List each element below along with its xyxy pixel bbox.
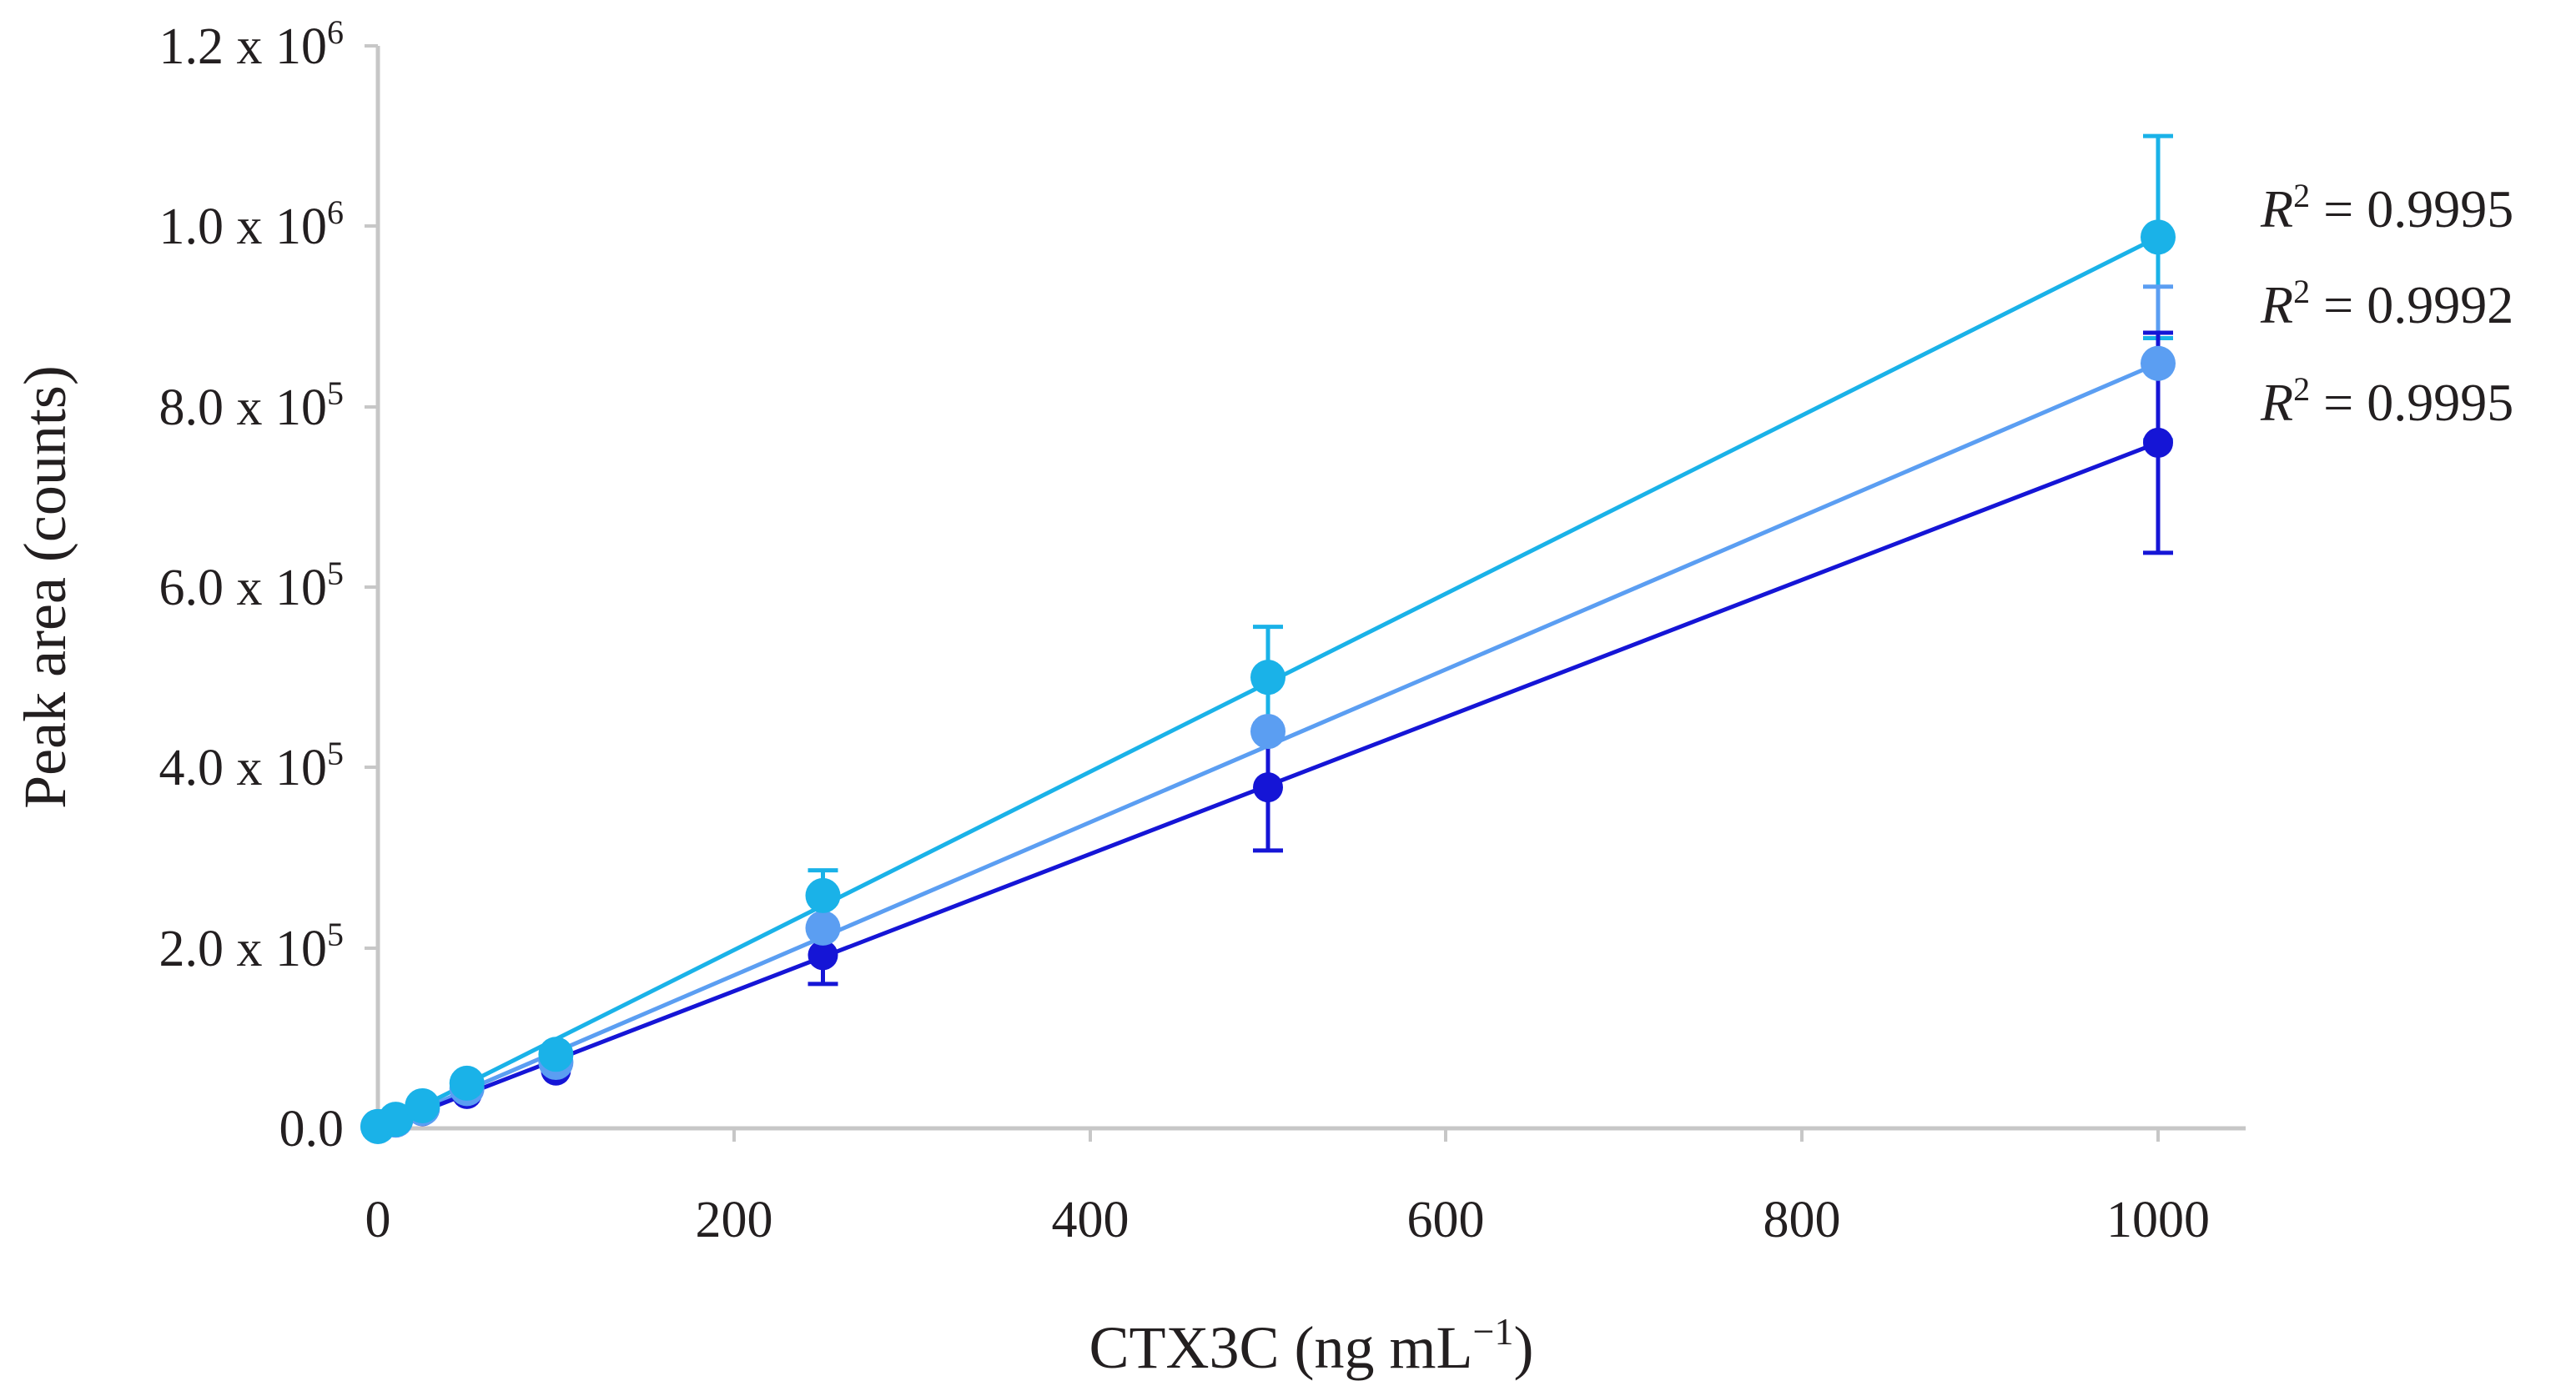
x-tick-label: 0 [365, 1192, 391, 1248]
y-tick-label: 8.0 x 105 [159, 374, 345, 436]
y-tick-label: 2.0 x 105 [159, 916, 345, 977]
series-dark-blue-point [1253, 772, 1283, 803]
series-cyan-point [805, 877, 841, 913]
series-cyan-point [378, 1102, 414, 1137]
series-dark-blue-point [2143, 427, 2173, 458]
y-tick-label: 4.0 x 105 [159, 735, 345, 796]
series-light-blue-point [2141, 345, 2176, 381]
y-tick-label: 6.0 x 105 [159, 555, 345, 616]
y-axis-title: Peak area (counts) [12, 365, 78, 809]
r2-label-dark-blue: R2 = 0.9995 [2260, 370, 2513, 432]
x-tick-label: 200 [696, 1192, 773, 1248]
data-points [360, 219, 2176, 1144]
y-tick-label: 0.0 [279, 1101, 345, 1157]
x-axis-ticks: 0 200 400 600 800 1000 [365, 1128, 2210, 1248]
series-light-blue-point [1250, 714, 1285, 750]
series-light-blue-point [805, 910, 841, 946]
y-tick-label: 1.2 x 106 [159, 13, 345, 75]
r2-label-light-blue: R2 = 0.9992 [2260, 273, 2513, 334]
x-tick-label: 1000 [2106, 1192, 2210, 1248]
x-axis-title: CTX3C (ng mL−1) [1089, 1310, 1534, 1381]
series-cyan-point [449, 1065, 485, 1101]
series-cyan-point [405, 1087, 440, 1123]
y-axis-ticks: 0.0 2.0 x 105 4.0 x 105 6.0 x 105 8.0 x … [159, 13, 378, 1157]
series-cyan-point [538, 1037, 574, 1072]
x-tick-label: 800 [1763, 1192, 1841, 1248]
x-tick-label: 400 [1052, 1192, 1130, 1248]
series-cyan-point [1250, 660, 1285, 696]
series-dark-blue-point [808, 940, 838, 971]
series-cyan-point [2141, 219, 2176, 255]
r2-label-cyan: R2 = 0.9995 [2260, 177, 2513, 239]
x-tick-label: 600 [1407, 1192, 1485, 1248]
r2-labels: R2 = 0.9995 R2 = 0.9992 R2 = 0.9995 [2260, 177, 2513, 432]
y-tick-label: 1.0 x 106 [159, 193, 345, 255]
